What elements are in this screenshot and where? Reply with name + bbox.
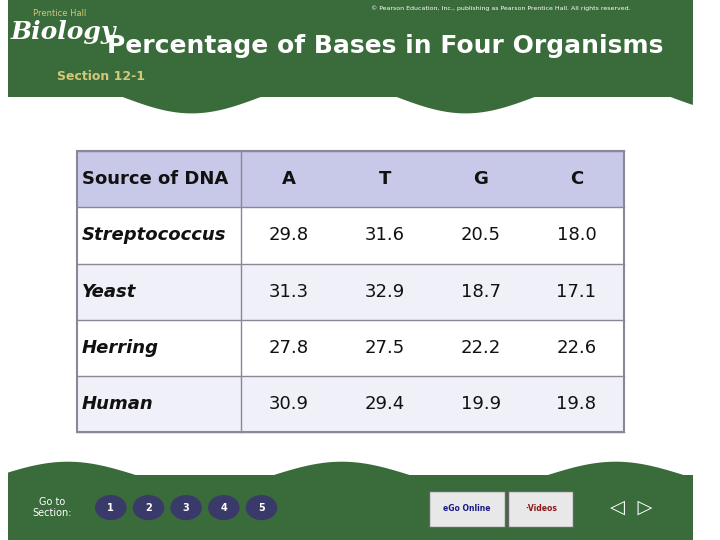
- FancyBboxPatch shape: [76, 151, 624, 207]
- Text: 27.8: 27.8: [269, 339, 309, 357]
- Text: 22.6: 22.6: [557, 339, 597, 357]
- Text: 27.5: 27.5: [364, 339, 405, 357]
- Text: Human: Human: [82, 395, 154, 413]
- Text: 3: 3: [183, 503, 189, 512]
- PathPatch shape: [8, 0, 693, 113]
- Text: Source of DNA: Source of DNA: [82, 170, 228, 188]
- Text: Prentice Hall: Prentice Hall: [32, 9, 86, 18]
- PathPatch shape: [8, 462, 693, 540]
- Circle shape: [133, 496, 163, 519]
- Text: Biology: Biology: [10, 21, 115, 44]
- FancyBboxPatch shape: [76, 207, 624, 264]
- Circle shape: [96, 496, 126, 519]
- Text: 19.9: 19.9: [461, 395, 500, 413]
- FancyBboxPatch shape: [508, 491, 573, 526]
- FancyBboxPatch shape: [8, 475, 693, 540]
- Text: 1: 1: [107, 503, 114, 512]
- Text: T: T: [379, 170, 391, 188]
- Text: Herring: Herring: [82, 339, 159, 357]
- Text: © Pearson Education, Inc., publishing as Pearson Prentice Hall. All rights reser: © Pearson Education, Inc., publishing as…: [372, 5, 631, 11]
- Circle shape: [209, 496, 239, 519]
- Text: G: G: [473, 170, 488, 188]
- Text: 17.1: 17.1: [557, 282, 596, 301]
- Text: 4: 4: [220, 503, 227, 512]
- Text: 29.8: 29.8: [269, 226, 309, 245]
- Text: 18.0: 18.0: [557, 226, 596, 245]
- Text: C: C: [570, 170, 583, 188]
- Text: ◁  ▷: ◁ ▷: [610, 498, 652, 517]
- Text: 5: 5: [258, 503, 265, 512]
- Text: eGo Online: eGo Online: [443, 504, 490, 513]
- FancyBboxPatch shape: [76, 320, 624, 376]
- Circle shape: [171, 496, 201, 519]
- FancyBboxPatch shape: [8, 0, 693, 97]
- FancyBboxPatch shape: [429, 491, 505, 526]
- Text: Streptococcus: Streptococcus: [82, 226, 227, 245]
- Circle shape: [246, 496, 276, 519]
- Text: 20.5: 20.5: [461, 226, 500, 245]
- Text: ·Videos: ·Videos: [525, 504, 557, 513]
- Text: 31.3: 31.3: [269, 282, 309, 301]
- Text: 30.9: 30.9: [269, 395, 309, 413]
- Text: 19.8: 19.8: [557, 395, 596, 413]
- Text: 2: 2: [145, 503, 152, 512]
- Text: Section 12-1: Section 12-1: [56, 70, 145, 83]
- Text: 31.6: 31.6: [365, 226, 405, 245]
- Text: A: A: [282, 170, 296, 188]
- Text: 18.7: 18.7: [461, 282, 500, 301]
- Text: Yeast: Yeast: [82, 282, 136, 301]
- Text: 29.4: 29.4: [364, 395, 405, 413]
- FancyBboxPatch shape: [76, 376, 624, 432]
- Text: 22.2: 22.2: [461, 339, 500, 357]
- Text: Go to
Section:: Go to Section:: [33, 497, 72, 518]
- Text: 32.9: 32.9: [364, 282, 405, 301]
- Text: Percentage of Bases in Four Organisms: Percentage of Bases in Four Organisms: [107, 34, 663, 58]
- FancyBboxPatch shape: [76, 264, 624, 320]
